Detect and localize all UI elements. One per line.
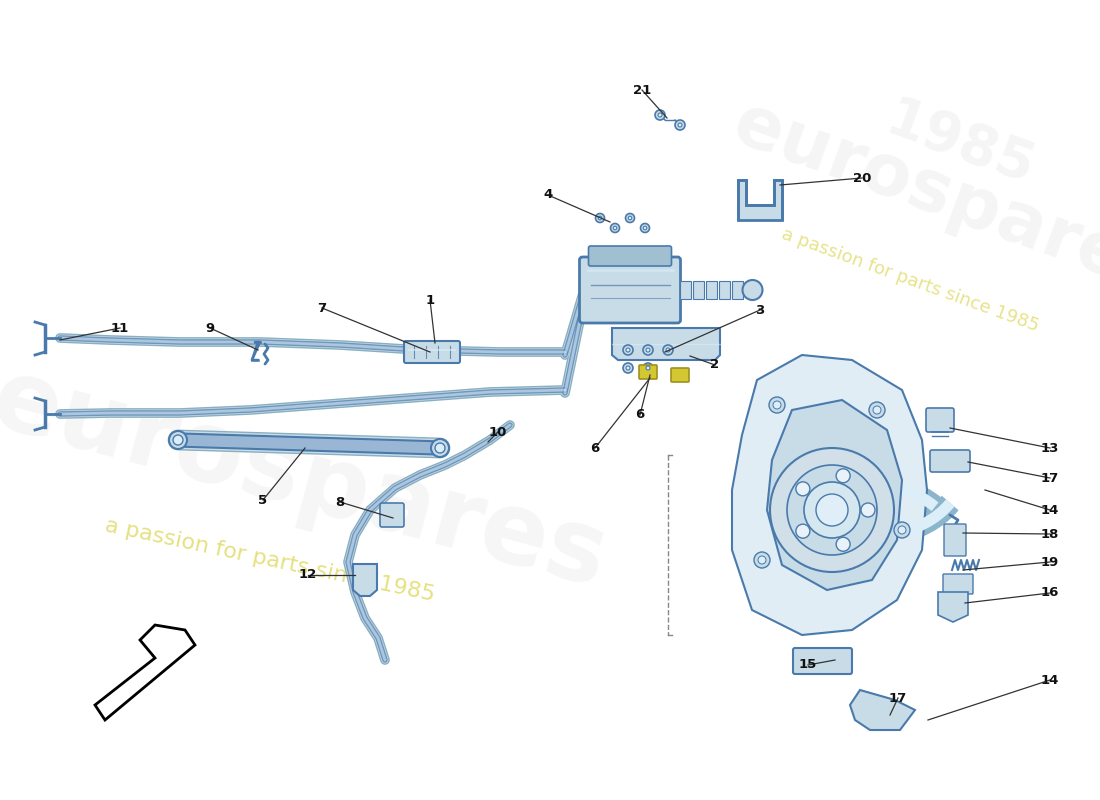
Circle shape — [796, 524, 810, 538]
Text: a passion for parts since 1985: a passion for parts since 1985 — [103, 515, 437, 605]
Polygon shape — [95, 625, 195, 720]
Circle shape — [836, 538, 850, 551]
Circle shape — [640, 223, 649, 233]
Bar — [718, 281, 729, 299]
Circle shape — [646, 348, 650, 352]
Circle shape — [646, 366, 650, 370]
Circle shape — [678, 123, 682, 127]
Circle shape — [773, 401, 781, 409]
Text: 17: 17 — [1041, 471, 1059, 485]
Circle shape — [626, 348, 630, 352]
Text: 20: 20 — [852, 171, 871, 185]
Bar — [680, 281, 691, 299]
Circle shape — [644, 345, 653, 355]
Circle shape — [816, 494, 848, 526]
Circle shape — [173, 435, 183, 445]
Circle shape — [770, 448, 894, 572]
Circle shape — [626, 366, 630, 370]
Circle shape — [623, 345, 632, 355]
Text: 16: 16 — [1041, 586, 1059, 599]
FancyBboxPatch shape — [588, 246, 671, 266]
Text: 14: 14 — [1041, 674, 1059, 686]
Text: 1985: 1985 — [878, 94, 1042, 197]
Circle shape — [898, 526, 906, 534]
Circle shape — [796, 482, 810, 496]
Circle shape — [610, 223, 619, 233]
Text: 21: 21 — [632, 83, 651, 97]
Circle shape — [626, 214, 635, 222]
Text: a passion for parts since 1985: a passion for parts since 1985 — [779, 225, 1042, 335]
Circle shape — [654, 110, 666, 120]
Text: 7: 7 — [318, 302, 327, 314]
Circle shape — [434, 443, 446, 453]
Circle shape — [873, 406, 881, 414]
Circle shape — [786, 465, 877, 555]
Circle shape — [598, 216, 602, 220]
Text: 6: 6 — [636, 409, 645, 422]
Circle shape — [758, 556, 766, 564]
Polygon shape — [767, 400, 902, 590]
Bar — [705, 281, 716, 299]
FancyBboxPatch shape — [404, 341, 460, 363]
Circle shape — [894, 522, 910, 538]
Text: 1: 1 — [426, 294, 434, 306]
Text: 18: 18 — [1041, 527, 1059, 541]
Text: 6: 6 — [591, 442, 600, 454]
Circle shape — [613, 226, 617, 230]
Bar — [693, 281, 704, 299]
FancyBboxPatch shape — [639, 365, 657, 379]
Text: 17: 17 — [889, 691, 908, 705]
FancyBboxPatch shape — [671, 368, 689, 382]
FancyBboxPatch shape — [580, 257, 681, 323]
Polygon shape — [850, 690, 915, 730]
Text: 10: 10 — [488, 426, 507, 438]
Text: eurospares: eurospares — [724, 90, 1100, 310]
Circle shape — [623, 363, 632, 373]
Bar — [732, 281, 742, 299]
Text: eurospares: eurospares — [0, 351, 618, 609]
Polygon shape — [353, 564, 377, 596]
Circle shape — [658, 113, 662, 117]
Circle shape — [666, 348, 670, 352]
Circle shape — [769, 397, 785, 413]
Circle shape — [861, 503, 875, 517]
Circle shape — [169, 431, 187, 449]
FancyBboxPatch shape — [379, 503, 404, 527]
Polygon shape — [938, 592, 968, 622]
Text: 4: 4 — [543, 189, 552, 202]
Text: 12: 12 — [299, 569, 317, 582]
FancyBboxPatch shape — [944, 524, 966, 556]
Polygon shape — [612, 328, 720, 360]
Circle shape — [675, 120, 685, 130]
Circle shape — [644, 363, 653, 373]
Circle shape — [836, 469, 850, 482]
Text: 14: 14 — [1041, 503, 1059, 517]
Text: 2: 2 — [711, 358, 719, 371]
FancyBboxPatch shape — [926, 408, 954, 432]
Circle shape — [742, 280, 762, 300]
Text: 19: 19 — [1041, 555, 1059, 569]
Circle shape — [804, 482, 860, 538]
Circle shape — [663, 345, 673, 355]
Text: 3: 3 — [756, 303, 764, 317]
Text: 15: 15 — [799, 658, 817, 671]
Circle shape — [644, 226, 647, 230]
Text: 11: 11 — [111, 322, 129, 334]
Circle shape — [595, 214, 605, 222]
Polygon shape — [732, 355, 927, 635]
Text: 13: 13 — [1041, 442, 1059, 454]
Text: 8: 8 — [336, 495, 344, 509]
Text: 9: 9 — [206, 322, 214, 334]
Circle shape — [754, 552, 770, 568]
FancyBboxPatch shape — [930, 450, 970, 472]
Circle shape — [628, 216, 631, 220]
FancyBboxPatch shape — [793, 648, 853, 674]
Text: 5: 5 — [258, 494, 267, 506]
Circle shape — [869, 402, 886, 418]
Circle shape — [431, 439, 449, 457]
FancyBboxPatch shape — [943, 574, 974, 594]
Polygon shape — [738, 180, 782, 220]
